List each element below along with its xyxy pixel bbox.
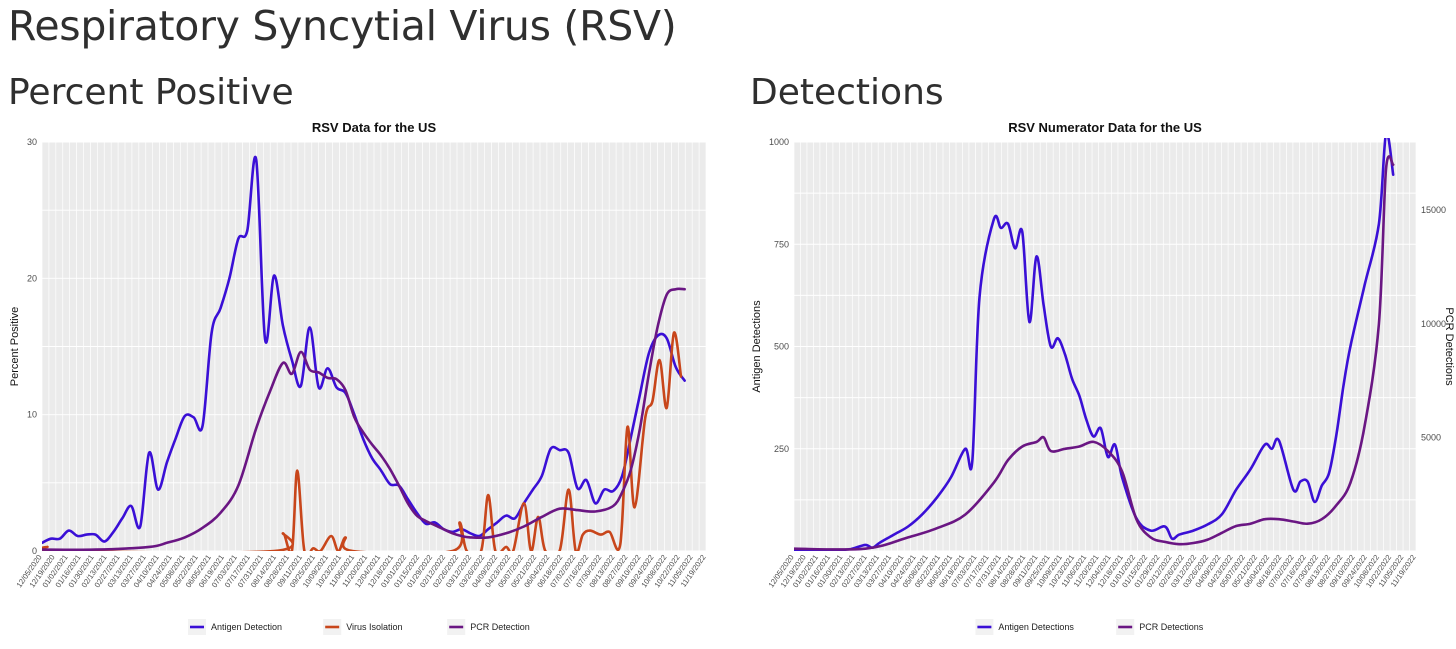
legend-label-pcr-detections: PCR Detections bbox=[1139, 622, 1204, 632]
series-line-pcr-detections bbox=[794, 155, 1395, 551]
series-line-pcr-detection bbox=[42, 287, 686, 551]
series-line-virus-isolation bbox=[42, 331, 683, 551]
y-tick-label: 20 bbox=[27, 273, 37, 283]
chart-title: RSV Data for the US bbox=[312, 120, 437, 135]
chart-title: RSV Numerator Data for the US bbox=[1008, 120, 1202, 135]
y-axis-label: Percent Positive bbox=[9, 307, 21, 386]
y2-tick-label: 5000 bbox=[1421, 432, 1441, 442]
y-tick-label: 30 bbox=[27, 137, 37, 147]
detections-chart: RSV Numerator Data for the US 250 500 750 10… bbox=[751, 120, 1455, 635]
y-axis-label: Antigen Detections bbox=[751, 300, 763, 393]
series-line-antigen-detections bbox=[794, 138, 1395, 551]
y2-tick-label: 10000 bbox=[1421, 319, 1446, 329]
y2-tick-label: 15000 bbox=[1421, 205, 1446, 215]
y2-axis-label: PCR Detections bbox=[1443, 307, 1455, 386]
y-tick-label: 500 bbox=[774, 342, 789, 352]
y-tick-label: 10 bbox=[27, 410, 37, 420]
legend-label-pcr-detection: PCR Detection bbox=[470, 622, 530, 632]
percent-positive-chart: RSV Data for the US 0 10 20 30 Percent Positi… bbox=[9, 120, 708, 635]
page-title: Respiratory Syncytial Virus (RSV) bbox=[8, 2, 677, 50]
detections-heading: Detections bbox=[750, 72, 944, 113]
y-tick-label: 250 bbox=[774, 444, 789, 454]
percent-positive-heading: Percent Positive bbox=[8, 72, 294, 113]
y-tick-label: 0 bbox=[32, 546, 37, 556]
legend-label-virus-isolation: Virus Isolation bbox=[346, 622, 402, 632]
legend-label-antigen-detections: Antigen Detections bbox=[998, 622, 1074, 632]
legend-label-antigen-detection: Antigen Detection bbox=[211, 622, 282, 632]
y-tick-label: 1000 bbox=[769, 137, 789, 147]
y-tick-label: 750 bbox=[774, 239, 789, 249]
